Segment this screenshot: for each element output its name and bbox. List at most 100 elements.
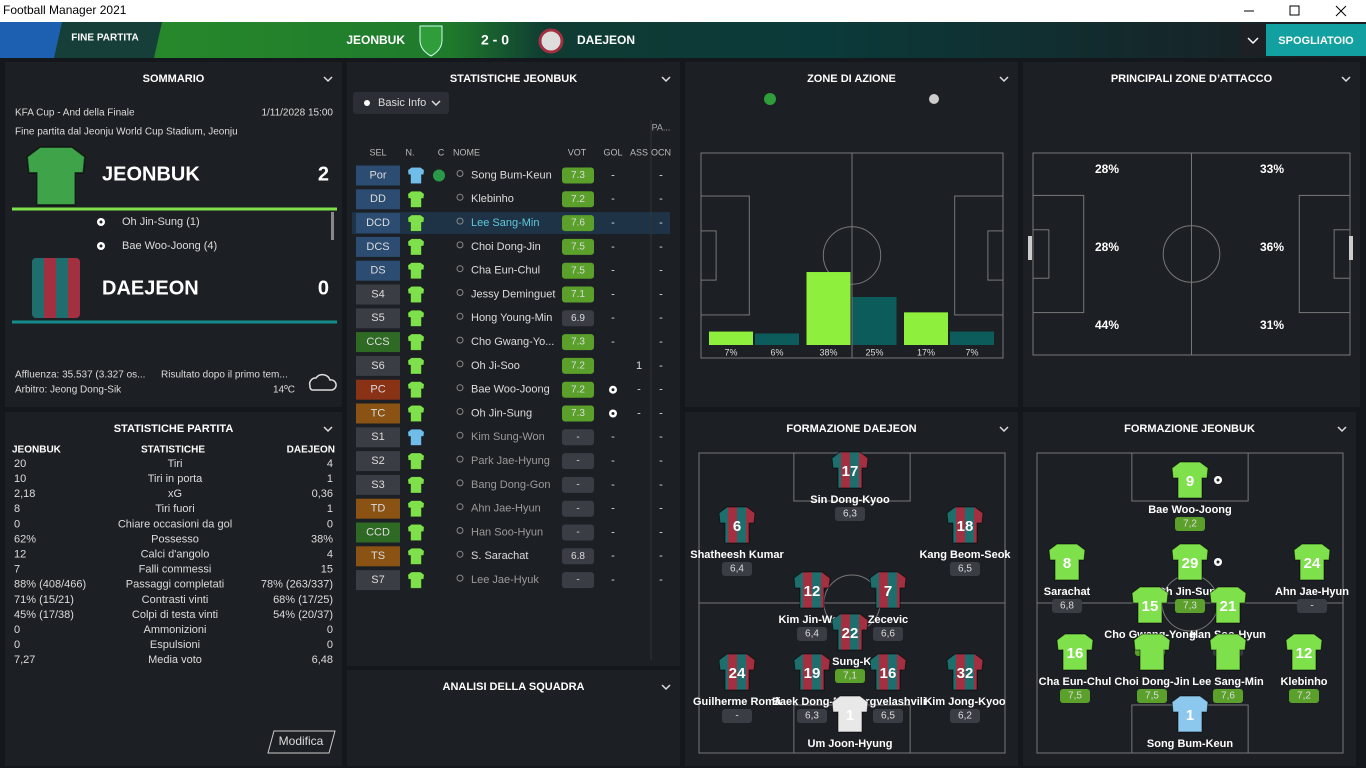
rating-pill bbox=[562, 334, 594, 351]
rating-pill bbox=[1297, 599, 1327, 613]
panel-title: SOMMARIO bbox=[143, 73, 205, 85]
stat-away: 0 bbox=[327, 624, 333, 636]
rating: 6.9 bbox=[571, 313, 585, 324]
shirt-body bbox=[1056, 633, 1094, 671]
zone-bar bbox=[806, 272, 851, 345]
player-name: Kim Jong-Kyoo bbox=[924, 696, 1006, 708]
position-badge[interactable] bbox=[356, 570, 400, 591]
shirt-number: 12 bbox=[1296, 645, 1313, 662]
position: TD bbox=[371, 503, 386, 515]
away-team-name: DAEJEON bbox=[102, 277, 199, 299]
shirt-number: 16 bbox=[880, 665, 897, 682]
home-badge bbox=[419, 25, 443, 57]
shirt-body bbox=[1209, 586, 1247, 624]
rating-pill bbox=[1060, 689, 1090, 703]
rating-pill bbox=[562, 167, 594, 184]
stat-away: 4 bbox=[327, 458, 333, 470]
position-badge[interactable] bbox=[356, 189, 400, 210]
position: TC bbox=[371, 407, 386, 419]
rating: - bbox=[1310, 601, 1313, 612]
centre-circle bbox=[1162, 225, 1221, 283]
attendance: Affluenza: 35.537 (3.327 os... bbox=[15, 370, 145, 381]
rating: 7.2 bbox=[571, 194, 585, 205]
rating-pill bbox=[722, 709, 752, 723]
position-badge[interactable] bbox=[356, 379, 400, 400]
shirt-body bbox=[407, 428, 425, 446]
goal-icon-dot bbox=[1216, 560, 1220, 564]
position-badge[interactable] bbox=[356, 355, 400, 376]
player-shirt bbox=[946, 506, 984, 544]
menu-dropdown[interactable] bbox=[1240, 24, 1265, 56]
chances: - bbox=[659, 550, 663, 562]
restore-button[interactable] bbox=[1289, 5, 1300, 16]
player-name: Choi Dong-Jin bbox=[471, 241, 541, 253]
shirt-body bbox=[1171, 461, 1209, 499]
player-name: Sarachat bbox=[1044, 586, 1091, 598]
home-button[interactable] bbox=[0, 22, 62, 58]
rating: 7,5 bbox=[1068, 691, 1082, 702]
view-dropdown[interactable] bbox=[353, 92, 449, 114]
competition: KFA Cup - And della Finale bbox=[15, 108, 135, 119]
position-badge[interactable] bbox=[356, 522, 400, 543]
edit-button[interactable] bbox=[267, 730, 336, 754]
kit-icon bbox=[407, 262, 425, 280]
player-shirt bbox=[1171, 543, 1209, 581]
goals: - bbox=[611, 265, 615, 277]
rating-pill bbox=[835, 669, 865, 683]
shirt-body bbox=[1133, 633, 1171, 671]
stat-name: Espulsioni bbox=[150, 639, 200, 651]
shirt-body bbox=[793, 571, 831, 609]
position-badge[interactable] bbox=[356, 498, 400, 519]
continue-label: SPOGLIATOIO bbox=[1278, 35, 1354, 47]
rating-pill bbox=[873, 627, 903, 641]
position-badge[interactable] bbox=[356, 236, 400, 257]
player-name: Kim Jin-Woo bbox=[778, 614, 845, 626]
rating: 7.5 bbox=[571, 242, 585, 253]
action-pitch bbox=[700, 152, 1004, 359]
player-name: Han Soo-Hyun bbox=[471, 526, 543, 538]
zone-bar bbox=[852, 297, 897, 345]
stat-home: 88% (408/466) bbox=[14, 579, 86, 591]
rating-pill bbox=[797, 709, 827, 723]
chances: - bbox=[659, 265, 663, 277]
close-button[interactable] bbox=[1335, 5, 1347, 17]
shirt-number: 12 bbox=[804, 583, 821, 600]
goals: - bbox=[611, 312, 615, 324]
rating-pill bbox=[562, 429, 594, 446]
column-header: C bbox=[438, 147, 445, 157]
player-shirt bbox=[718, 653, 756, 691]
player-shirt bbox=[1131, 586, 1169, 624]
panel bbox=[5, 412, 342, 766]
rating-pill bbox=[562, 381, 594, 398]
position-badge[interactable] bbox=[356, 451, 400, 472]
stage-tab[interactable] bbox=[54, 22, 162, 58]
panel bbox=[5, 62, 342, 407]
position-badge[interactable] bbox=[356, 403, 400, 424]
position-badge[interactable] bbox=[356, 284, 400, 305]
position-badge[interactable] bbox=[356, 260, 400, 281]
position-badge[interactable] bbox=[356, 165, 400, 186]
stat-away: 6,48 bbox=[312, 654, 333, 666]
position-badge[interactable] bbox=[356, 332, 400, 353]
captain-icon bbox=[433, 169, 445, 182]
position-badge[interactable] bbox=[356, 474, 400, 495]
position-badge[interactable] bbox=[356, 308, 400, 329]
stat-away: 0,36 bbox=[312, 488, 333, 500]
player-shirt bbox=[1285, 633, 1323, 671]
shirt-number: 22 bbox=[842, 625, 859, 642]
stat-home: 10 bbox=[14, 473, 26, 485]
away-badge bbox=[538, 28, 564, 54]
rating-pill bbox=[562, 262, 594, 279]
scorer: Bae Woo-Joong (4) bbox=[122, 240, 217, 252]
position-badge[interactable] bbox=[356, 427, 400, 448]
continue-button[interactable] bbox=[1266, 24, 1366, 56]
shirt-body bbox=[407, 476, 425, 494]
goal-icon-dot bbox=[611, 412, 615, 415]
rating: 7.3 bbox=[571, 408, 585, 419]
kit-icon bbox=[407, 286, 425, 303]
kit-icon bbox=[407, 428, 425, 446]
position-badge[interactable] bbox=[356, 546, 400, 567]
rating: - bbox=[576, 527, 579, 538]
position-badge[interactable] bbox=[356, 213, 400, 234]
attack-zone-value: 31% bbox=[1260, 318, 1284, 332]
